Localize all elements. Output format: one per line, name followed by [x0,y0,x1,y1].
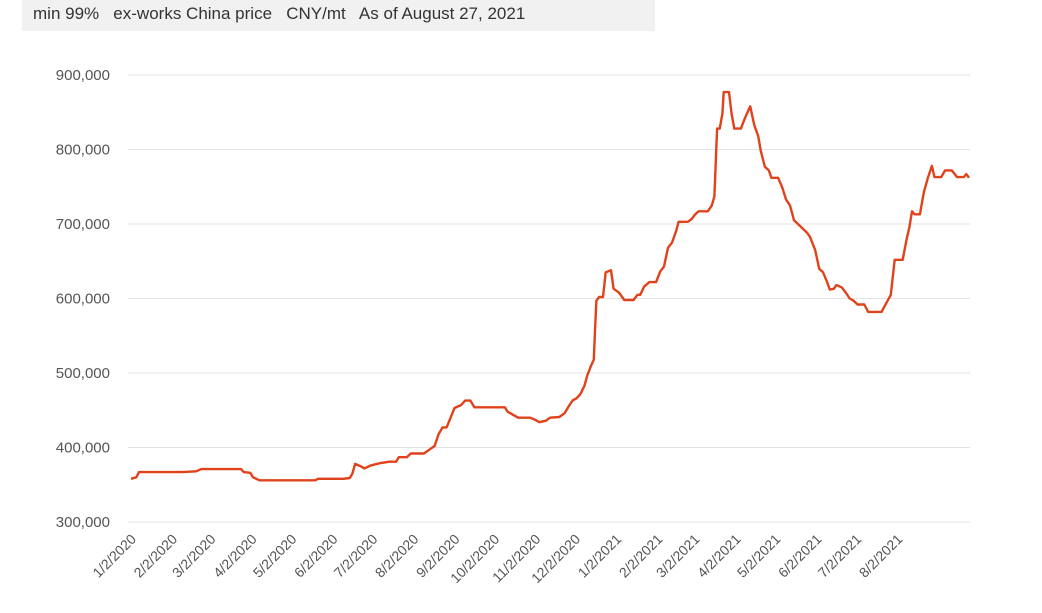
y-tick-label: 500,000 [56,365,110,382]
y-tick-label: 300,000 [56,514,110,531]
x-tick-label: 8/2/2021 [856,531,906,581]
series-layer [130,90,970,482]
x-tick-label: 5/2/2021 [734,531,784,581]
x-axis-tick-labels: 1/2/20202/2/20203/2/20204/2/20205/2/2020… [89,531,905,587]
x-tick-label: 5/2/2020 [250,531,300,581]
chart-subtitle: min 99% ex-works China price CNY/mt As o… [33,4,526,23]
x-tick-label: 7/2/2021 [815,531,865,581]
y-tick-label: 600,000 [56,291,110,308]
gridlines [128,74,970,523]
x-tick-label: 1/2/2020 [89,531,139,581]
y-axis-tick-labels: 300,000 400,000 500,000 600,000 700,000 800,0… [56,67,110,531]
y-tick-label: 800,000 [56,142,110,159]
y-tick-label: 900,000 [56,67,110,84]
y-tick-label: 700,000 [56,216,110,233]
x-tick-label: 7/2/2020 [331,531,381,581]
x-tick-label: 3/2/2020 [169,531,219,581]
y-tick-label: 400,000 [56,440,110,457]
x-tick-label: 8/2/2020 [372,531,422,581]
price-series-line [130,90,970,482]
x-tick-label: 1/2/2021 [575,531,625,581]
chart-subtitle-bar [22,0,655,31]
